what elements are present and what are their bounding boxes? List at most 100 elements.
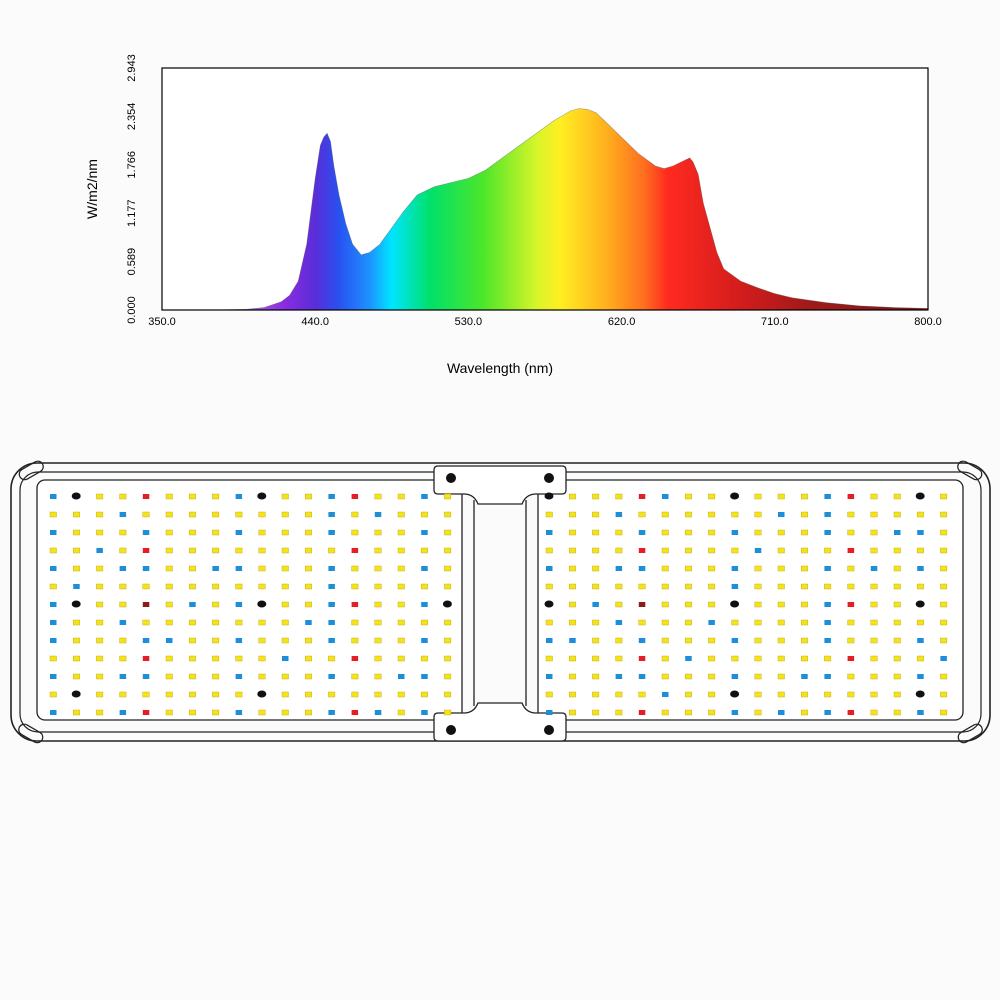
led-chip	[328, 638, 335, 643]
led-chip	[49, 547, 57, 554]
led-chip	[662, 692, 669, 697]
led-chip	[397, 583, 405, 590]
fixture-frame	[10, 462, 991, 742]
led-chip	[165, 601, 173, 608]
y-tick-label: 2.354	[126, 103, 138, 131]
mount-hole-icon	[257, 690, 267, 698]
led-chip	[917, 638, 924, 643]
led-chip	[397, 619, 405, 626]
led-chip	[49, 583, 57, 590]
led-chip	[685, 656, 692, 661]
led-chip	[142, 566, 150, 571]
led-chip	[708, 709, 716, 716]
led-chip	[638, 656, 646, 661]
led-chip	[444, 691, 452, 698]
led-chip	[638, 710, 646, 715]
led-chip	[708, 691, 716, 698]
led-chip	[50, 494, 57, 499]
led-chip	[165, 691, 173, 698]
led-chip	[870, 637, 878, 644]
led-chip	[824, 655, 832, 662]
led-chip	[212, 529, 220, 536]
led-chip	[72, 637, 80, 644]
led-chip	[281, 619, 289, 626]
led-chip	[258, 547, 266, 554]
led-chip	[212, 709, 220, 716]
mount-hole-icon	[71, 492, 81, 500]
led-chip	[894, 530, 901, 535]
led-chip	[72, 547, 80, 554]
led-chip	[281, 637, 289, 644]
led-chip	[235, 583, 243, 590]
led-chip	[893, 619, 901, 626]
led-chip	[685, 565, 692, 572]
led-chip	[305, 709, 312, 716]
led-chip	[661, 637, 669, 644]
led-chip	[351, 529, 359, 536]
led-chip	[72, 565, 80, 572]
led-chip	[615, 547, 623, 554]
led-chip	[801, 655, 808, 662]
led-chip	[188, 619, 196, 626]
led-chip	[615, 674, 623, 679]
led-chip	[569, 565, 576, 572]
led-chip	[824, 547, 832, 554]
led-chip	[917, 530, 924, 535]
led-chip	[96, 673, 104, 680]
led-chip	[847, 619, 855, 626]
led-chip	[592, 691, 600, 698]
led-chip	[731, 655, 739, 662]
led-chip	[96, 691, 104, 698]
led-chip	[212, 637, 220, 644]
led-chip	[731, 619, 739, 626]
led-chip	[870, 601, 878, 608]
led-chip	[801, 547, 808, 554]
led-chip	[754, 493, 762, 500]
led-chip	[235, 602, 243, 607]
led-chip	[801, 691, 808, 698]
led-chip	[615, 493, 623, 500]
led-chip	[165, 655, 173, 662]
led-chip	[708, 511, 716, 518]
bracket-screw-icon	[544, 725, 554, 735]
bracket-screw-icon	[446, 725, 456, 735]
led-chip	[870, 619, 878, 626]
y-axis-ticks: 0.000 0.589 1.177 1.766 2.354 2.943	[126, 54, 138, 324]
x-tick-label: 530.0	[455, 316, 483, 328]
x-tick-label: 350.0	[148, 316, 176, 328]
led-chip	[847, 494, 855, 499]
led-board-left	[36, 479, 463, 721]
led-chip	[824, 583, 832, 590]
led-chip	[421, 674, 428, 679]
led-chip	[49, 691, 57, 698]
x-tick-label: 440.0	[301, 316, 329, 328]
led-chip	[421, 583, 428, 590]
led-chip	[870, 566, 878, 571]
led-chip	[374, 565, 382, 572]
y-tick-label: 0.589	[126, 248, 138, 276]
led-chip	[119, 674, 127, 679]
led-chip	[708, 547, 716, 554]
led-chip	[847, 511, 855, 518]
led-chip	[708, 637, 716, 644]
led-chip	[235, 638, 243, 643]
led-chip	[188, 655, 196, 662]
led-chip	[917, 566, 924, 571]
led-chip	[731, 530, 739, 535]
top-bracket-plate	[433, 465, 567, 505]
led-chip	[96, 583, 104, 590]
led-chip	[421, 710, 428, 715]
led-chip	[119, 655, 127, 662]
mount-hole-icon	[915, 492, 925, 500]
led-chip	[754, 691, 762, 698]
led-chip	[685, 493, 692, 500]
led-chip	[940, 637, 948, 644]
bracket-screw-icon	[446, 473, 456, 483]
led-chip	[397, 511, 405, 518]
led-chip	[351, 637, 359, 644]
led-chip	[165, 619, 173, 626]
led-chip	[119, 529, 127, 536]
led-chip	[638, 511, 646, 518]
led-chip	[165, 529, 173, 536]
led-chip	[940, 511, 948, 518]
